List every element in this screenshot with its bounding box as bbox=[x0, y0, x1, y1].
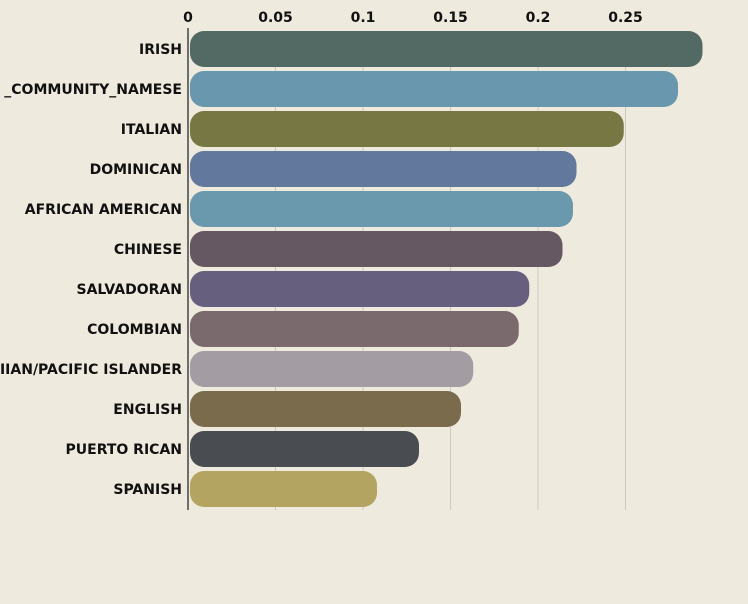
bar bbox=[190, 191, 573, 227]
category-label: SPANISH bbox=[113, 482, 182, 498]
x-tick-label: 0.1 bbox=[351, 10, 376, 26]
bar bbox=[190, 31, 703, 67]
bar bbox=[190, 71, 678, 107]
bars bbox=[190, 31, 703, 507]
x-tick-label: 0.15 bbox=[433, 10, 468, 26]
category-label: SALVADORAN bbox=[77, 282, 183, 298]
bar bbox=[190, 231, 563, 267]
category-label: PUERTO RICAN bbox=[66, 442, 182, 458]
category-labels: IRISH _COMMUNITY_NAMESE ITALIAN DOMINICAN AF… bbox=[0, 42, 182, 498]
category-label: COLOMBIAN bbox=[87, 322, 182, 338]
category-label: AFRICAN AMERICAN bbox=[25, 202, 182, 218]
category-label: ENGLISH bbox=[113, 402, 182, 418]
category-label: ITALIAN bbox=[121, 122, 182, 138]
x-tick-label: 0 bbox=[183, 10, 193, 26]
x-tick-label: 0.25 bbox=[608, 10, 643, 26]
x-tick-label: 0.2 bbox=[526, 10, 551, 26]
bar bbox=[190, 151, 577, 187]
category-label: IRISH bbox=[139, 42, 182, 58]
bar bbox=[190, 111, 624, 147]
category-label: IIAN/PACIFIC ISLANDER bbox=[0, 362, 182, 378]
bar bbox=[190, 351, 474, 387]
tick-labels: 0 0.05 0.1 0.15 0.2 0.25 bbox=[183, 10, 643, 26]
category-label: _COMMUNITY_NAMESE bbox=[4, 82, 182, 98]
category-label: CHINESE bbox=[114, 242, 182, 258]
bar bbox=[190, 391, 461, 427]
bar bbox=[190, 311, 519, 347]
bar bbox=[190, 431, 419, 467]
bar bbox=[190, 471, 377, 507]
bar bbox=[190, 271, 530, 307]
x-tick-label: 0.05 bbox=[258, 10, 293, 26]
category-label: DOMINICAN bbox=[90, 162, 182, 178]
